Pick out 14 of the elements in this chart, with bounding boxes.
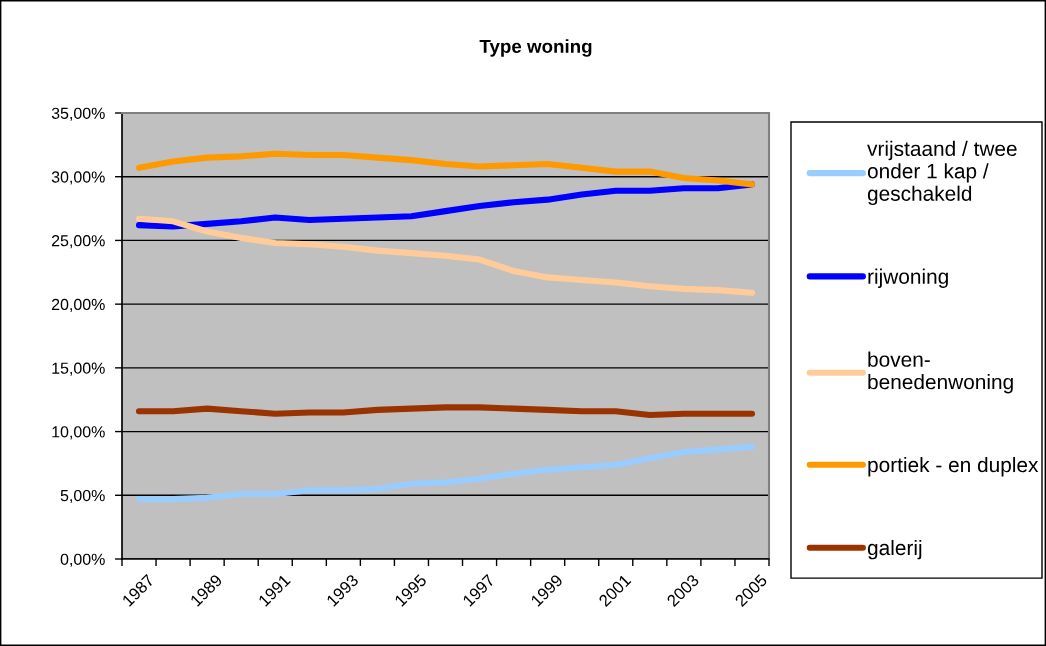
y-tick-label: 25,00%: [51, 235, 105, 249]
legend-label: rijwoning: [868, 268, 948, 289]
y-tick-label: 0,00%: [60, 553, 105, 567]
legend-label: vrijstaand / twee onder 1 kap / geschakeld: [867, 140, 1017, 206]
y-tick-label: 20,00%: [51, 298, 105, 312]
legend-label: boven- benedenwoning: [868, 351, 1013, 394]
legend-label: galerij: [867, 539, 922, 560]
y-tick-label: 30,00%: [51, 171, 105, 185]
y-tick-label: 5,00%: [60, 489, 105, 504]
chart-title: Type woning: [479, 39, 592, 57]
y-tick-label: 35,00%: [51, 107, 105, 121]
legend-label: portiek - en duplex: [868, 456, 1039, 477]
y-tick-label: 15,00%: [52, 362, 105, 376]
y-tick-label: 10,00%: [52, 426, 105, 440]
